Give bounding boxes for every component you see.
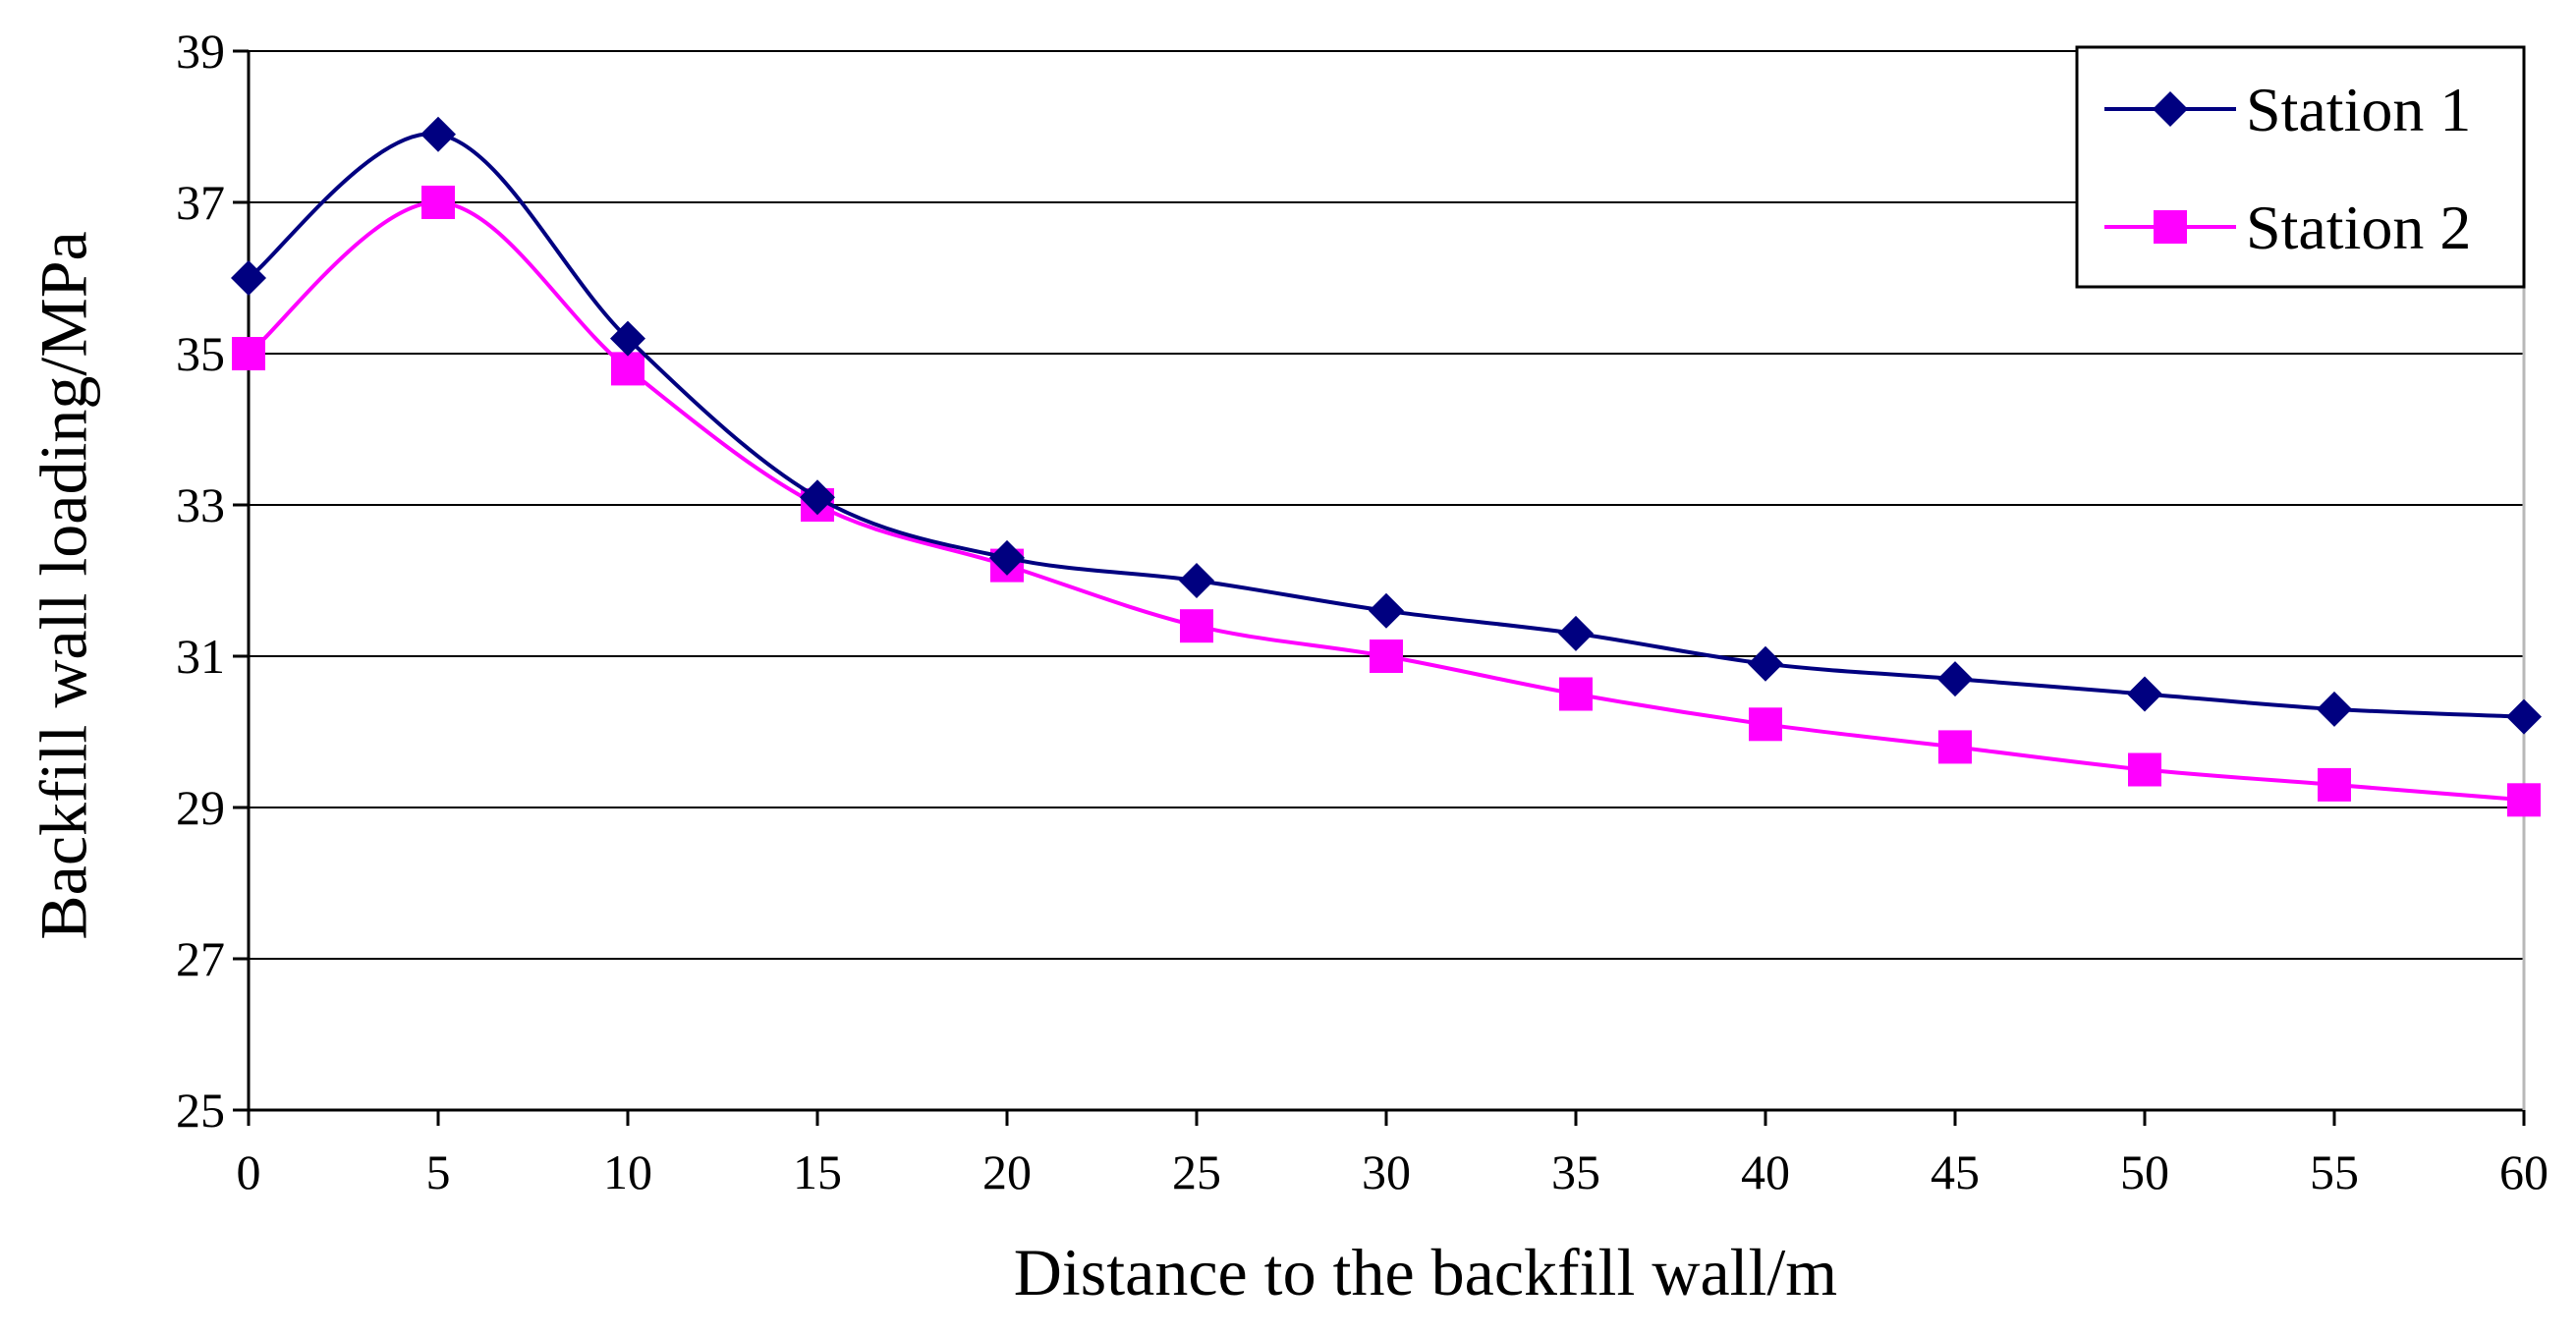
- x-tick-label: 35: [1551, 1144, 1600, 1199]
- x-tick-label: 0: [237, 1144, 261, 1199]
- tick-marks: [233, 49, 2526, 1126]
- data-point: [610, 320, 645, 357]
- legend: Station 1 Station 2: [2075, 45, 2526, 289]
- data-point: [1369, 592, 1404, 629]
- x-tick-label: 20: [982, 1144, 1032, 1199]
- x-tick-label: 15: [793, 1144, 842, 1199]
- legend-label: Station 1: [2246, 75, 2471, 144]
- legend-marker: [2154, 210, 2187, 244]
- data-point: [1370, 640, 1403, 673]
- data-point: [1179, 563, 1214, 598]
- x-tick-label: 55: [2310, 1144, 2359, 1199]
- x-tick-label: 40: [1741, 1144, 1790, 1199]
- data-point: [2128, 752, 2161, 787]
- data-point: [1180, 609, 1213, 643]
- data-point: [989, 539, 1025, 576]
- y-tick-label: 39: [176, 24, 225, 79]
- y-tick-labels: 25 27 29 31 33 35 37 39: [176, 24, 225, 1138]
- y-tick-label: 27: [176, 931, 225, 986]
- legend-label: Station 2: [2246, 193, 2471, 262]
- series-2: [232, 186, 2541, 817]
- data-point: [1749, 707, 1782, 742]
- data-point: [1559, 677, 1593, 711]
- data-point: [2506, 698, 2542, 735]
- x-tick-label: 10: [603, 1144, 652, 1199]
- x-tick-label: 5: [426, 1144, 451, 1199]
- legend-item-2: Station 2: [2104, 193, 2471, 262]
- x-tick-label: 60: [2499, 1144, 2548, 1199]
- data-point: [611, 352, 644, 386]
- data-point: [231, 260, 266, 296]
- x-tick-label: 25: [1172, 1144, 1221, 1199]
- x-tick-label: 45: [1931, 1144, 1980, 1199]
- data-point: [800, 479, 835, 516]
- y-tick-label: 33: [176, 477, 225, 532]
- legend-box: [2075, 45, 2526, 289]
- data-point: [2507, 783, 2541, 817]
- data-point: [2317, 691, 2352, 727]
- legend-items: Station 1 Station 2: [2104, 75, 2471, 262]
- x-tick-label: 30: [1362, 1144, 1411, 1199]
- data-point: [421, 186, 455, 219]
- y-tick-label: 35: [176, 326, 225, 381]
- data-point: [420, 116, 456, 152]
- data-point: [232, 337, 265, 370]
- data-point: [2318, 767, 2351, 802]
- y-tick-label: 31: [176, 629, 225, 684]
- legend-item-1: Station 1: [2104, 75, 2471, 144]
- x-tick-labels: 0 5 10 15 20 25 30 35 40 45 50 55 60: [237, 1144, 2549, 1199]
- y-tick-label: 29: [176, 780, 225, 835]
- legend-marker: [2153, 91, 2188, 127]
- x-tick-label: 50: [2120, 1144, 2169, 1199]
- data-point: [2127, 676, 2162, 712]
- y-axis-title: Backfill wall loading/MPa: [27, 231, 101, 939]
- data-point: [1748, 645, 1783, 682]
- data-point: [1937, 661, 1973, 697]
- series-1: [231, 116, 2542, 735]
- data-point: [1938, 730, 1972, 764]
- y-tick-label: 25: [176, 1083, 225, 1138]
- x-axis-title: Distance to the backfill wall/m: [1014, 1235, 1837, 1309]
- y-tick-label: 37: [176, 175, 225, 230]
- data-point: [1558, 615, 1594, 651]
- series: [231, 116, 2542, 817]
